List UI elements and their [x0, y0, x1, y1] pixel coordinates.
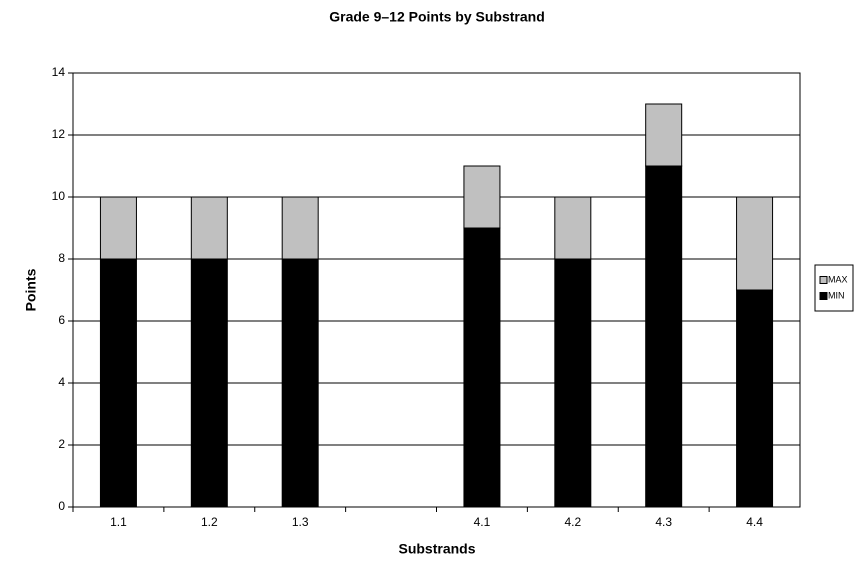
bar-segment	[645, 103, 683, 167]
bar-segment	[99, 258, 137, 508]
legend-swatch	[819, 276, 828, 284]
x-tick-label: 1.1	[110, 515, 127, 529]
legend-label: MIN	[828, 290, 845, 300]
chart-title: Grade 9–12 Points by Substrand	[329, 9, 545, 25]
legend-label: MAX	[828, 274, 848, 284]
x-tick-label: 4.2	[564, 515, 581, 529]
legend-box	[814, 264, 854, 312]
x-tick-label: 1.2	[201, 515, 218, 529]
x-axis-label: Substrands	[398, 541, 475, 557]
x-tick-label: 4.4	[746, 515, 763, 529]
bar-segment	[554, 258, 592, 508]
y-tick-label: 4	[58, 375, 65, 389]
bar-segment	[554, 196, 592, 260]
x-tick-label: 4.3	[655, 515, 672, 529]
bar-segment	[281, 196, 319, 260]
y-axis-label: Points	[23, 268, 39, 311]
bar-segment	[736, 196, 774, 291]
bar-segment	[463, 227, 501, 508]
y-tick-label: 2	[58, 437, 65, 451]
bar-segment	[190, 258, 228, 508]
x-tick-label: 1.3	[292, 515, 309, 529]
plot-frame	[72, 72, 801, 508]
bar-segment	[190, 196, 228, 260]
bar-segment	[281, 258, 319, 508]
x-tick-label: 4.1	[474, 515, 491, 529]
bar-segment	[463, 165, 501, 229]
y-tick-label: 6	[58, 313, 65, 327]
y-tick-label: 8	[58, 251, 65, 265]
bar-segment	[736, 289, 774, 508]
y-tick-label: 14	[52, 65, 66, 79]
y-tick-label: 0	[58, 499, 65, 513]
y-tick-label: 10	[52, 189, 66, 203]
bar-segment	[645, 165, 683, 508]
y-tick-label: 12	[52, 127, 66, 141]
bar-segment	[99, 196, 137, 260]
legend-swatch	[819, 292, 828, 300]
